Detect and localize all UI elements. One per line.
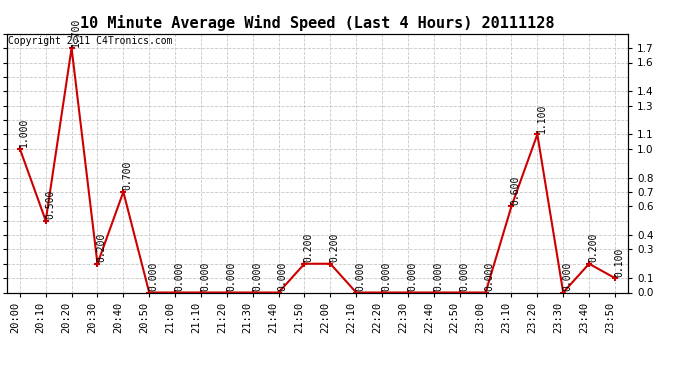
Text: 0.000: 0.000 [200,262,210,291]
Text: Copyright 2011 C4Tronics.com: Copyright 2011 C4Tronics.com [8,36,172,46]
Text: 1.700: 1.700 [71,17,81,47]
Text: 0.000: 0.000 [485,262,495,291]
Text: 0.000: 0.000 [407,262,417,291]
Text: 0.000: 0.000 [355,262,366,291]
Title: 10 Minute Average Wind Speed (Last 4 Hours) 20111128: 10 Minute Average Wind Speed (Last 4 Hou… [80,15,555,31]
Text: 0.000: 0.000 [433,262,443,291]
Text: 0.200: 0.200 [589,233,598,262]
Text: 0.000: 0.000 [226,262,236,291]
Text: 0.500: 0.500 [45,190,55,219]
Text: 0.000: 0.000 [278,262,288,291]
Text: 0.000: 0.000 [382,262,391,291]
Text: 0.600: 0.600 [511,176,521,205]
Text: 0.700: 0.700 [123,161,132,190]
Text: 0.000: 0.000 [562,262,573,291]
Text: 0.200: 0.200 [97,233,107,262]
Text: 1.000: 1.000 [19,118,29,147]
Text: 0.000: 0.000 [252,262,262,291]
Text: 1.100: 1.100 [537,104,546,133]
Text: 0.000: 0.000 [459,262,469,291]
Text: 0.000: 0.000 [175,262,184,291]
Text: 0.200: 0.200 [304,233,314,262]
Text: 0.100: 0.100 [614,248,624,277]
Text: 0.200: 0.200 [330,233,339,262]
Text: 0.000: 0.000 [148,262,159,291]
